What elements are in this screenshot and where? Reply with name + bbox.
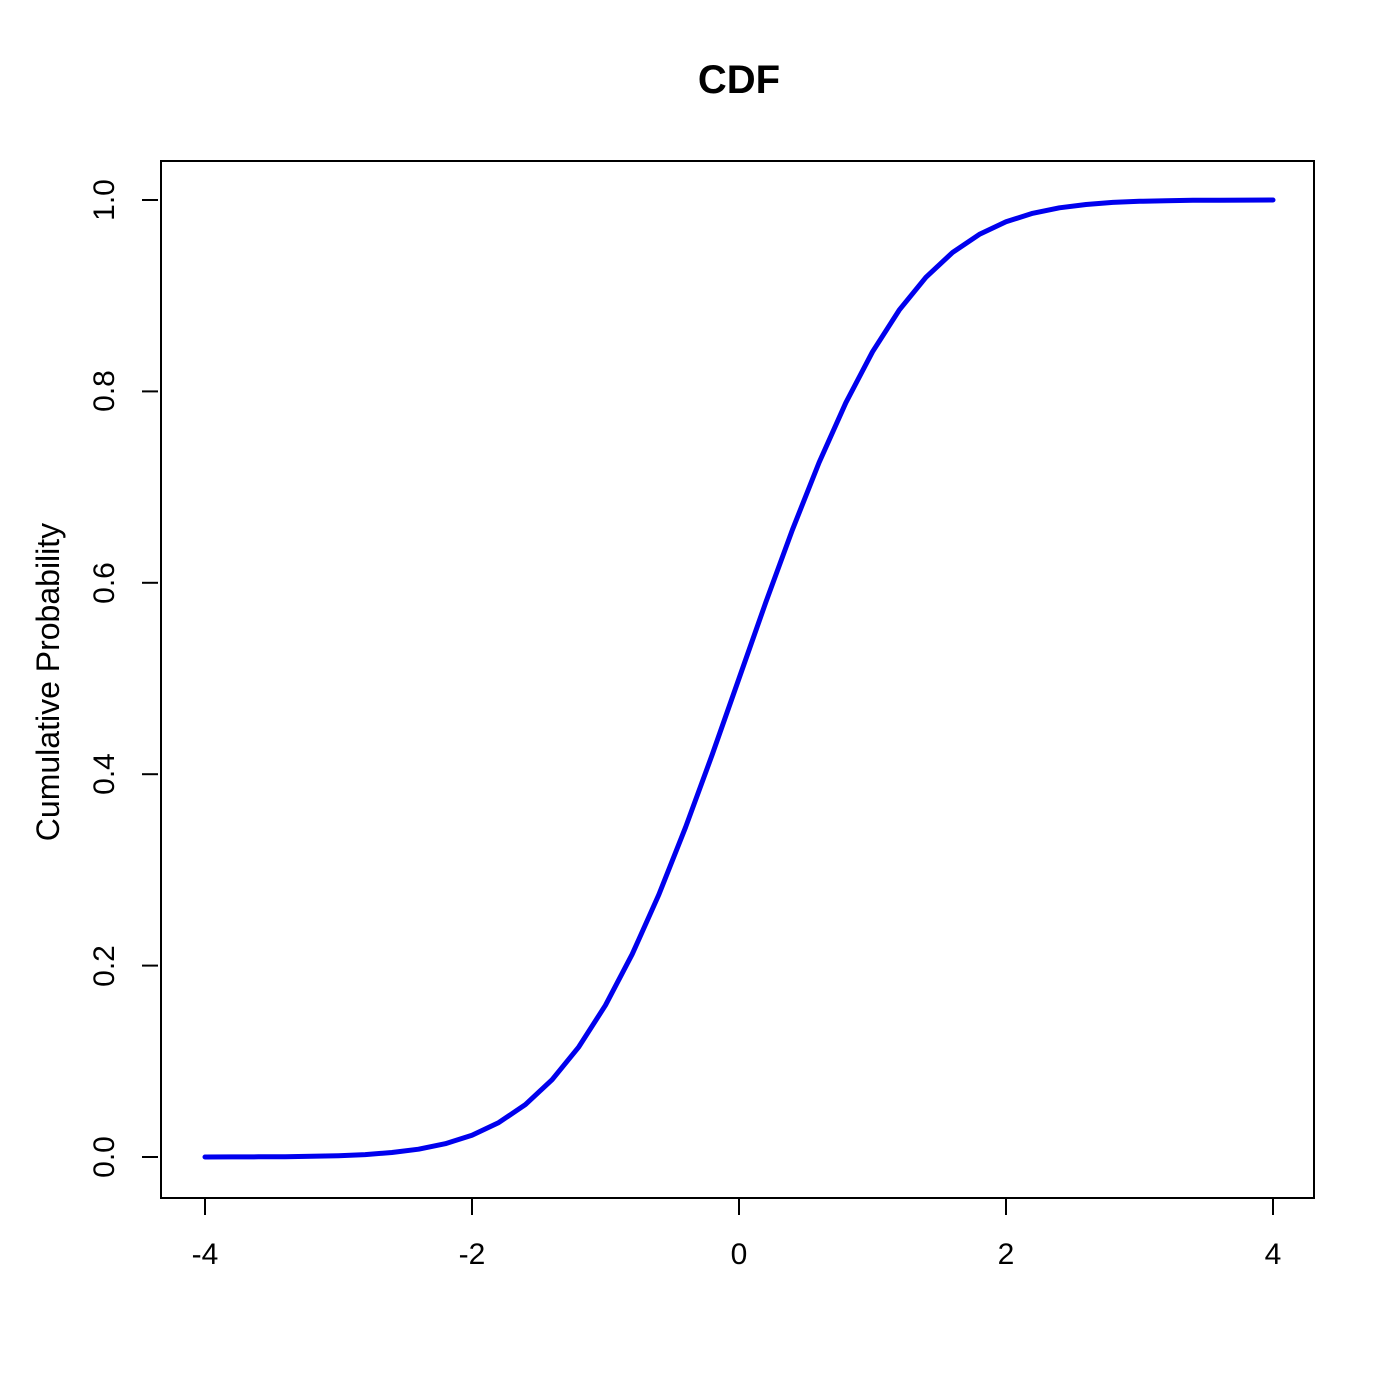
x-tick-label: 0 [730,1238,748,1271]
y-tick-label: 0.4 [88,753,121,796]
y-tick-label: 0.0 [88,1136,121,1178]
y-tick-label: 1.0 [88,179,121,221]
chart-title: CDF [697,58,781,102]
x-tick-label: 2 [997,1238,1015,1271]
x-tick-label: 4 [1264,1238,1282,1271]
y-tick-label: 0.8 [88,370,121,413]
plot-area [160,160,1315,1199]
x-tick-label: -4 [191,1238,219,1271]
x-tick-label: -2 [458,1238,486,1271]
y-tick-label: 0.2 [88,944,121,987]
y-axis-title: Cumulative Probability [30,522,66,842]
y-tick-label: 0.6 [88,561,121,604]
